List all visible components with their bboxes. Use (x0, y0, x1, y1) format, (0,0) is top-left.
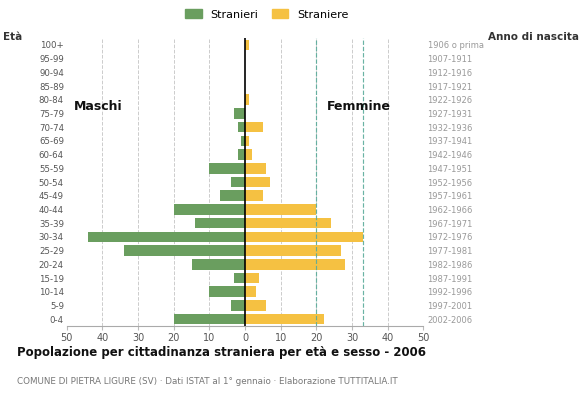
Bar (88, 232, 245, 242)
Text: Femmine: Femmine (327, 100, 391, 113)
Text: Maschi: Maschi (74, 100, 122, 113)
Bar (209, 286, 245, 297)
Bar (124, 245, 245, 256)
Bar (231, 177, 245, 187)
Bar (245, 286, 256, 297)
Bar (245, 232, 362, 242)
Bar (234, 108, 245, 119)
Text: Età: Età (3, 32, 22, 42)
Bar (195, 218, 245, 228)
Text: Anno di nascita: Anno di nascita (488, 32, 579, 42)
Bar (245, 300, 266, 311)
Bar (245, 149, 252, 160)
Bar (245, 177, 270, 187)
Bar (238, 149, 245, 160)
Bar (220, 190, 245, 201)
Bar (245, 190, 263, 201)
Bar (245, 163, 266, 174)
Bar (209, 163, 245, 174)
Bar (245, 204, 317, 215)
Text: COMUNE DI PIETRA LIGURE (SV) · Dati ISTAT al 1° gennaio · Elaborazione TUTTITALI: COMUNE DI PIETRA LIGURE (SV) · Dati ISTA… (17, 377, 398, 386)
Bar (245, 245, 342, 256)
Bar (174, 314, 245, 324)
Legend: Stranieri, Straniere: Stranieri, Straniere (180, 5, 353, 24)
Bar (245, 122, 263, 132)
Bar (231, 300, 245, 311)
Bar (234, 273, 245, 283)
Bar (245, 314, 324, 324)
Bar (245, 136, 249, 146)
Bar (245, 273, 259, 283)
Bar (174, 204, 245, 215)
Bar (245, 40, 249, 50)
Bar (245, 218, 331, 228)
Bar (191, 259, 245, 270)
Bar (245, 259, 345, 270)
Bar (245, 94, 249, 105)
Text: Popolazione per cittadinanza straniera per età e sesso - 2006: Popolazione per cittadinanza straniera p… (17, 346, 426, 359)
Bar (241, 136, 245, 146)
Bar (238, 122, 245, 132)
